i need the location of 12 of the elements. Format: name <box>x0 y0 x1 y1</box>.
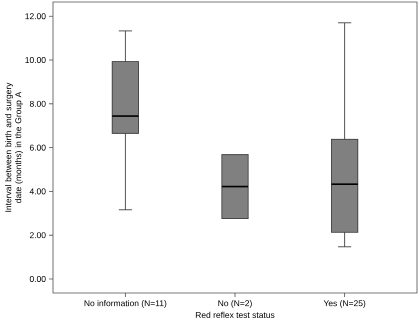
y-tick-label: 0.00 <box>30 276 46 282</box>
y-tick-label: 2.00 <box>30 232 46 238</box>
y-tick-label: 8.00 <box>30 100 46 107</box>
y-tick-label: 10.00 <box>25 57 46 64</box>
x-tick-label: No information (N=11) <box>84 300 166 308</box>
x-tick-label: Yes (N=25) <box>324 300 366 308</box>
x-axis-title: Red reflex test status <box>196 312 274 318</box>
y-tick-label: 4.00 <box>30 188 46 194</box>
y-tick-label: 6.00 <box>30 144 46 151</box>
y-axis-title: Interval between birth and surgery date (months) in the Group A <box>5 82 23 212</box>
x-tick-label: No (N=2) <box>218 300 252 308</box>
y-tick-label: 12.00 <box>25 13 46 20</box>
